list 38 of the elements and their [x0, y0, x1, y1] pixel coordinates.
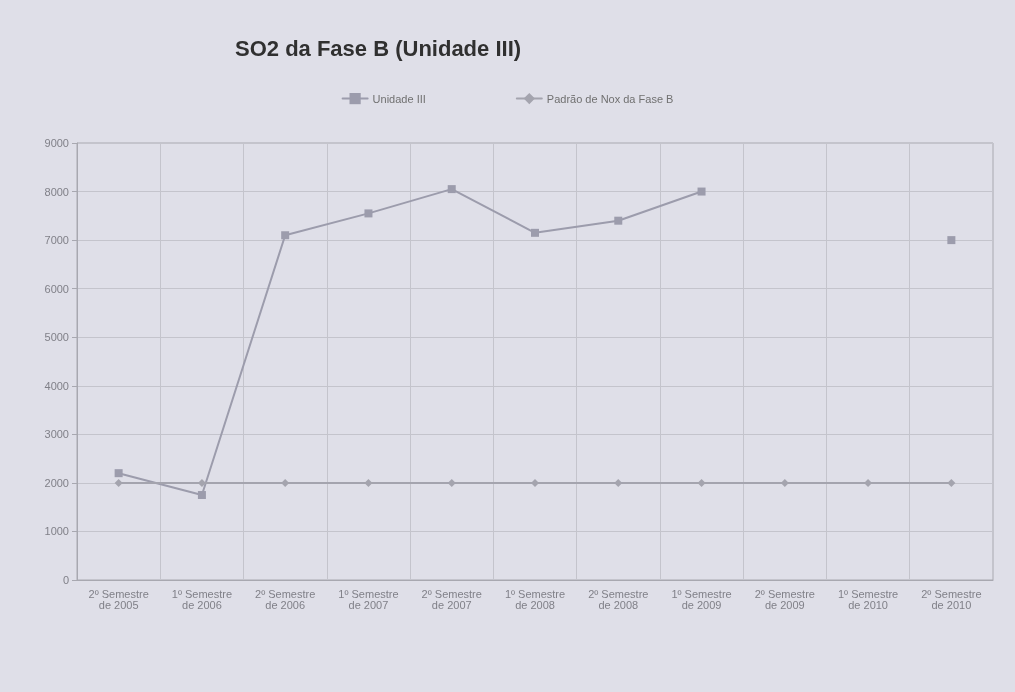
y-tick-label: 8000 — [44, 185, 69, 198]
legend-label: Padrão de Nox da Fase B — [546, 92, 674, 105]
y-tick-label: 9000 — [44, 137, 69, 149]
x-tick-label: 2º Semestre de 2006 — [255, 587, 316, 611]
x-tick-label: 2º Semestre de 2008 — [588, 587, 649, 611]
point — [614, 216, 623, 225]
y-tick-label: 0 — [62, 574, 69, 586]
y-tick-label: 5000 — [44, 331, 69, 344]
point — [364, 478, 373, 487]
point — [114, 478, 123, 487]
x-tick-label: 1º Semestre de 2008 — [504, 587, 566, 611]
point — [447, 185, 456, 194]
legend-label: Unidade III — [372, 92, 426, 105]
point — [697, 187, 706, 196]
point — [114, 469, 123, 478]
x-tick-label: 2º Semestre de 2010 — [921, 587, 982, 611]
x-tick-label: 2º Semestre de 2005 — [88, 587, 149, 611]
y-tick-label: 1000 — [44, 525, 69, 538]
y-tick-label: 3000 — [44, 428, 69, 441]
y-tick-label: 6000 — [44, 282, 69, 295]
point — [947, 236, 956, 245]
point — [281, 231, 290, 240]
y-tick-label: 4000 — [44, 379, 69, 392]
point — [697, 478, 706, 487]
y-tick-label: 2000 — [44, 476, 69, 489]
x-tick-label: 1º Semestre de 2007 — [338, 587, 399, 611]
chart-title: SO2 da Fase B (Unidade III) — [235, 35, 522, 61]
point — [531, 228, 539, 237]
x-tick-label: 2º Semestre de 2007 — [421, 587, 482, 611]
y-tick-label: 7000 — [44, 234, 69, 247]
x-tick-label: 1º Semestre de 2009 — [671, 587, 732, 611]
point — [197, 491, 206, 500]
x-tick-label: 2º Semestre de 2009 — [754, 587, 815, 611]
point — [364, 209, 373, 218]
x-tick-label: 1º Semestre de 2006 — [171, 587, 233, 611]
point — [947, 478, 956, 487]
point — [531, 478, 539, 487]
x-tick-label: 1º Semestre de 2010 — [837, 587, 899, 611]
